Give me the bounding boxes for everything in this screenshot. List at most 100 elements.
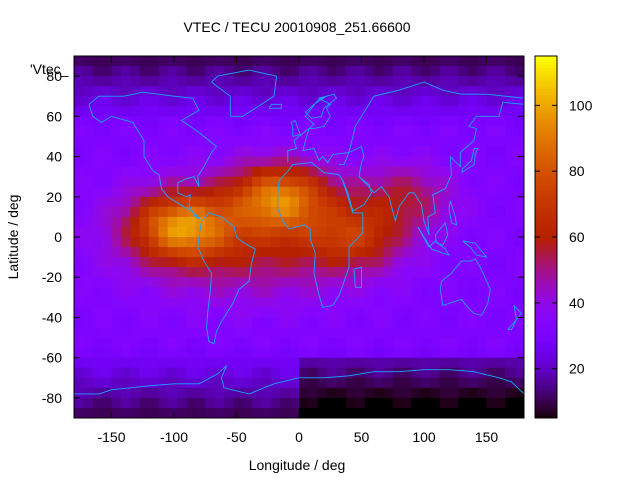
heatmap-cell <box>514 106 525 117</box>
heatmap-cell <box>280 186 291 198</box>
heatmap-cell <box>102 267 112 278</box>
heatmap-cell <box>289 257 300 268</box>
heatmap-cell <box>158 196 169 208</box>
heatmap-cell <box>458 66 469 77</box>
heatmap-cell <box>289 186 300 198</box>
colorbar-band <box>535 390 557 395</box>
heatmap-cell <box>289 106 300 117</box>
heatmap-cell <box>505 106 516 117</box>
heatmap-cell <box>430 257 441 268</box>
heatmap-cell <box>214 196 225 208</box>
heatmap-cell <box>167 156 178 168</box>
y-tick-label: -40 <box>42 309 62 325</box>
heatmap-cell <box>120 277 131 288</box>
heatmap-cell <box>149 226 159 238</box>
heatmap-cell <box>308 257 319 268</box>
colorbar-band <box>535 209 557 214</box>
heatmap-cell <box>336 287 347 298</box>
heatmap-cell <box>514 337 525 349</box>
heatmap-cell <box>308 76 319 87</box>
heatmap-cell <box>458 136 469 147</box>
heatmap-cell <box>505 287 516 298</box>
heatmap-cell <box>139 106 150 117</box>
heatmap-cell <box>130 216 141 228</box>
heatmap-cell <box>308 116 319 127</box>
heatmap-cell <box>242 216 253 228</box>
heatmap-cell <box>224 407 234 419</box>
heatmap-cell <box>514 267 525 278</box>
heatmap-cell <box>486 56 497 67</box>
heatmap-cell <box>336 317 347 328</box>
heatmap-cell <box>102 126 112 137</box>
heatmap-cell <box>374 146 384 157</box>
heatmap-cell <box>74 237 84 248</box>
heatmap-cell <box>486 337 497 349</box>
heatmap-cell <box>74 146 84 157</box>
heatmap-cell <box>130 347 141 359</box>
heatmap-cell <box>139 86 150 97</box>
heatmap-cell <box>224 357 234 369</box>
heatmap-cell <box>439 267 450 278</box>
heatmap-cell <box>355 267 366 278</box>
heatmap-cell <box>402 407 412 419</box>
heatmap-cell <box>355 387 366 399</box>
heatmap-cell <box>158 226 169 238</box>
heatmap-cell <box>289 176 300 188</box>
heatmap-cell <box>345 317 356 328</box>
heatmap-cell <box>261 86 272 97</box>
heatmap-cell <box>280 116 291 127</box>
heatmap-cell <box>139 56 150 67</box>
heatmap-cell <box>139 387 150 399</box>
heatmap-cell <box>214 257 225 268</box>
heatmap-cell <box>233 76 244 87</box>
heatmap-cell <box>92 397 103 409</box>
heatmap-cell <box>233 96 244 107</box>
heatmap-cell <box>177 96 187 107</box>
heatmap-cell <box>289 126 300 137</box>
heatmap-cell <box>102 56 112 67</box>
heatmap-cell <box>289 277 300 288</box>
heatmap-cell <box>383 206 394 218</box>
heatmap-cell <box>186 56 197 67</box>
colorbar-band <box>535 74 557 78</box>
heatmap-cell <box>439 76 450 87</box>
heatmap-cell <box>167 337 178 349</box>
heatmap-cell <box>224 146 234 157</box>
heatmap-cell <box>467 387 478 399</box>
y-tick-label: -20 <box>42 269 62 285</box>
heatmap-cell <box>317 96 328 107</box>
heatmap-cell <box>486 267 497 278</box>
heatmap-cell <box>449 347 459 359</box>
heatmap-cell <box>411 186 422 198</box>
heatmap-cell <box>514 367 525 379</box>
heatmap-cell <box>252 216 262 228</box>
heatmap-cell <box>242 76 253 87</box>
colorbar-band <box>535 387 557 392</box>
heatmap-cell <box>149 397 159 409</box>
heatmap-cell <box>374 327 384 338</box>
heatmap-cell <box>495 297 506 308</box>
heatmap-cell <box>308 186 319 198</box>
heatmap-cell <box>139 307 150 318</box>
heatmap-cell <box>345 106 356 117</box>
heatmap-cell <box>458 206 469 218</box>
colorbar-band <box>535 128 557 132</box>
heatmap-cell <box>420 327 431 338</box>
heatmap-cell <box>130 66 141 77</box>
heatmap-cell <box>186 327 197 338</box>
heatmap-cell <box>392 307 403 318</box>
heatmap-cell <box>186 407 197 419</box>
heatmap-cell <box>477 367 487 379</box>
heatmap-cell <box>111 166 122 178</box>
heatmap-cell <box>477 196 487 208</box>
heatmap-cell <box>261 397 272 409</box>
heatmap-cell <box>130 166 141 178</box>
heatmap-cell <box>458 56 469 67</box>
heatmap-cell <box>477 287 487 298</box>
heatmap-cell <box>327 237 337 248</box>
heatmap-cell <box>364 126 375 137</box>
heatmap-cell <box>233 257 244 268</box>
heatmap-cell <box>392 387 403 399</box>
heatmap-cell <box>336 407 347 419</box>
heatmap-cell <box>74 176 84 188</box>
